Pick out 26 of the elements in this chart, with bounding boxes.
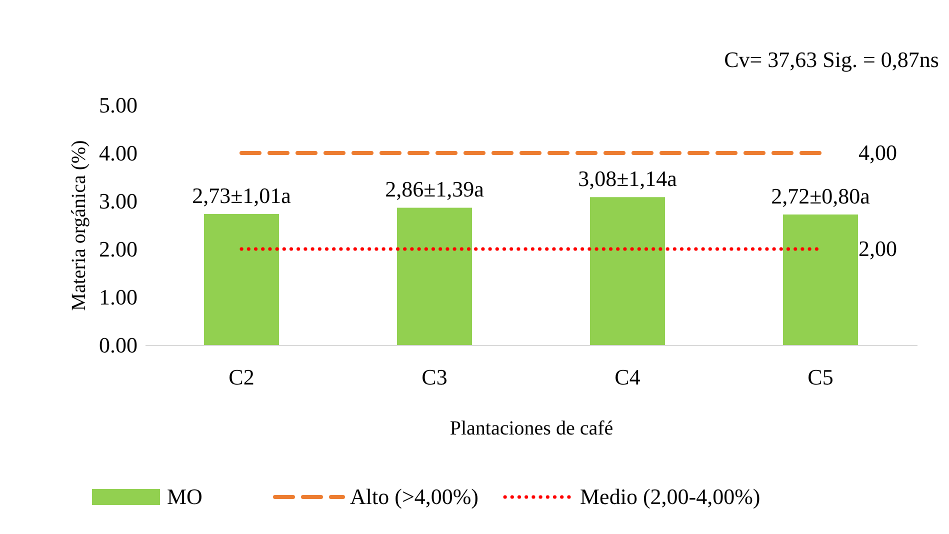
data-label: 3,08±1,14a <box>578 166 678 192</box>
x-axis-title: Plantaciones de café <box>450 418 614 440</box>
y-tick-label: 1.00 <box>99 284 138 310</box>
data-label: 2,86±1,39a <box>385 176 484 202</box>
x-tick-label: C2 <box>228 364 254 390</box>
y-tick-label: 0.00 <box>99 332 138 358</box>
text: Cv= 37,63 Sig. = 0,87ns <box>724 47 939 72</box>
data-label: 4,00 <box>858 140 897 165</box>
legend-label: Medio (2,00-4,00%) <box>580 484 760 509</box>
bar <box>204 214 279 345</box>
y-axis-title: Materia orgánica (%) <box>68 140 90 311</box>
y-tick-label: 5.00 <box>99 92 138 118</box>
bar <box>590 197 665 345</box>
bar <box>783 214 858 345</box>
x-tick-label: C5 <box>808 364 834 390</box>
data-label: 2,73±1,01a <box>192 182 292 208</box>
data-label: 2,00 <box>858 236 897 261</box>
bar <box>397 208 472 345</box>
data-label: 2,72±0,80a <box>771 183 870 208</box>
x-tick-label: C4 <box>614 364 640 390</box>
legend-label: MO <box>167 484 202 509</box>
y-tick-label: 2.00 <box>99 236 138 262</box>
legend-label: Alto (>4,00%) <box>350 484 478 509</box>
y-tick-label: 4.00 <box>99 140 138 166</box>
y-tick-label: 3.00 <box>99 188 138 214</box>
x-tick-label: C3 <box>422 364 448 390</box>
